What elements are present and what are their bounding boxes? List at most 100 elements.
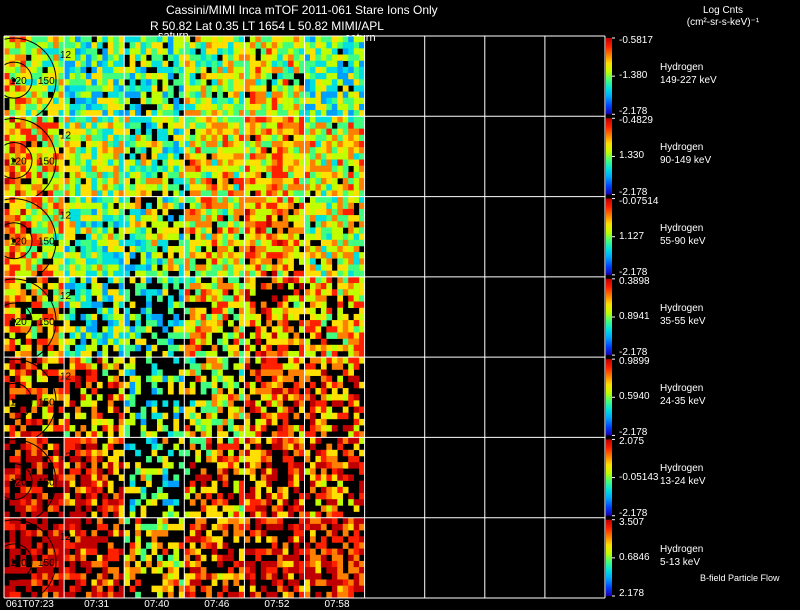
pixel	[113, 245, 120, 253]
pixel	[75, 486, 81, 494]
pixel	[91, 443, 98, 451]
pixel	[14, 388, 21, 395]
pixel	[75, 184, 81, 191]
pixel	[129, 91, 136, 99]
pixel	[184, 573, 191, 580]
pixel	[85, 455, 92, 463]
pixel	[260, 517, 267, 525]
pixel	[124, 567, 130, 574]
pixel	[173, 542, 180, 549]
pixel	[277, 110, 283, 117]
pixel	[129, 153, 136, 160]
pixel	[140, 140, 147, 148]
pixel	[129, 381, 136, 389]
pixel	[124, 313, 130, 321]
pixel	[277, 208, 283, 216]
pixel	[47, 313, 54, 321]
pixel	[96, 227, 103, 234]
pixel	[266, 283, 273, 290]
pixel	[342, 178, 349, 185]
pixel	[146, 73, 152, 80]
pixel	[293, 400, 300, 407]
pixel	[9, 202, 16, 210]
pixel	[20, 103, 27, 111]
inset-label: 150	[38, 156, 55, 167]
pixel	[342, 97, 349, 105]
pixel	[162, 289, 169, 296]
pixel	[64, 418, 70, 426]
pixel	[282, 270, 289, 278]
pixel	[173, 134, 180, 142]
pixel	[342, 517, 349, 525]
pixel	[80, 184, 87, 191]
pixel	[184, 36, 191, 43]
pixel	[222, 171, 229, 179]
pixel	[189, 412, 196, 420]
pixel	[107, 103, 114, 111]
pixel	[146, 239, 152, 247]
pixel	[315, 437, 322, 444]
pixel	[91, 208, 98, 216]
pixel	[195, 245, 201, 253]
pixel	[249, 388, 256, 395]
pixel	[167, 233, 174, 241]
pixel	[69, 295, 76, 302]
pixel	[359, 338, 365, 346]
pixel	[238, 301, 245, 309]
pixel	[80, 474, 87, 481]
pixel	[91, 431, 98, 438]
pixel	[58, 591, 65, 599]
pixel	[238, 165, 245, 173]
pixel	[222, 73, 229, 80]
pixel	[277, 560, 283, 568]
pixel	[293, 530, 300, 537]
pixel	[53, 307, 59, 315]
pixel	[31, 486, 38, 494]
pixel	[107, 239, 114, 247]
pixel	[255, 178, 262, 185]
pixel	[255, 153, 262, 160]
pixel	[162, 36, 169, 43]
pixel	[271, 369, 278, 376]
pixel	[69, 122, 76, 129]
pixel	[96, 283, 103, 290]
pixel	[222, 394, 229, 401]
pixel	[288, 406, 294, 414]
pixel	[118, 91, 125, 99]
pixel	[20, 215, 27, 222]
pixel	[320, 505, 327, 512]
pixel	[331, 140, 338, 148]
pixel	[211, 258, 218, 265]
pixel	[96, 110, 103, 117]
pixel	[331, 455, 338, 463]
pixel	[162, 560, 169, 568]
pixel	[320, 431, 327, 438]
pixel	[200, 283, 207, 290]
pixel	[167, 567, 174, 574]
pixel	[271, 208, 278, 216]
pixel	[282, 165, 289, 173]
pixel	[167, 276, 174, 284]
pixel	[348, 425, 354, 432]
pixel	[146, 344, 152, 352]
pixel	[91, 128, 98, 136]
pixel	[129, 159, 136, 166]
pixel	[195, 208, 201, 216]
pixel	[107, 425, 114, 432]
pixel	[36, 184, 43, 191]
pixel	[331, 530, 338, 537]
pixel	[4, 295, 10, 302]
pixel	[189, 307, 196, 315]
pixel	[195, 412, 201, 420]
pixel	[25, 270, 32, 278]
pixel	[206, 215, 212, 222]
pixel	[129, 542, 136, 549]
pixel	[266, 178, 273, 185]
pixel	[266, 394, 273, 401]
pixel	[228, 208, 234, 216]
pixel	[69, 208, 76, 216]
pixel	[260, 79, 267, 86]
pixel	[96, 579, 103, 586]
pixel	[53, 178, 59, 185]
pixel	[9, 283, 16, 290]
